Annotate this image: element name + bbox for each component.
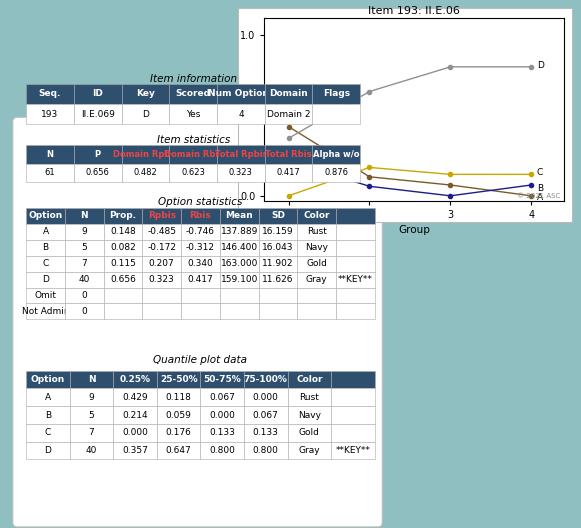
Text: D: D [537, 61, 544, 70]
X-axis label: Group: Group [398, 225, 430, 235]
Text: Item information: Item information [150, 74, 236, 84]
Text: B: B [537, 184, 543, 193]
Text: Option statistics: Option statistics [158, 196, 243, 206]
Text: Item statistics: Item statistics [156, 135, 230, 145]
Y-axis label: P: P [228, 107, 239, 112]
Text: C: C [537, 168, 543, 177]
Text: Quantile plot data: Quantile plot data [153, 355, 248, 365]
Text: © 2021 ASC: © 2021 ASC [517, 193, 561, 199]
Title: Item 193: II.E.06: Item 193: II.E.06 [368, 6, 460, 16]
Text: A: A [537, 193, 543, 202]
